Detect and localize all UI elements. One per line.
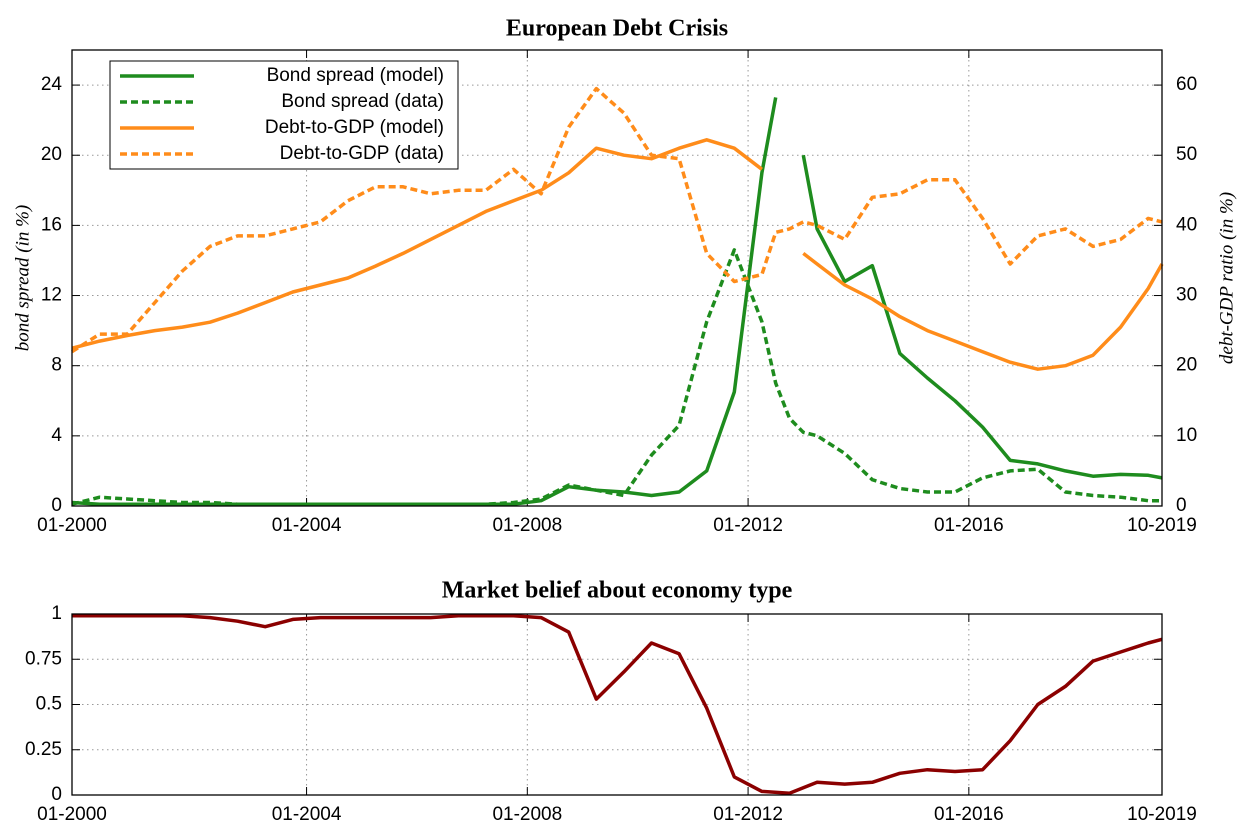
legend-label: Debt-to-GDP (data) [280, 143, 444, 164]
y-tick-label: 24 [41, 74, 63, 95]
y-tick-label: 4 [51, 425, 62, 446]
y2-tick-label: 40 [1176, 214, 1197, 235]
x-tick-label: 01-2000 [37, 515, 107, 536]
y2-tick-label: 60 [1176, 74, 1197, 95]
legend-label: Bond spread (model) [267, 65, 444, 86]
chart: European Debt Crisis 0 4 8 12 16 20 24 0 10 20 30 40… [12, 16, 1237, 537]
y-tick-label: 8 [51, 355, 62, 376]
y2-tick-label: 0 [1176, 495, 1187, 516]
series-line [71, 248, 1162, 506]
legend-box [109, 60, 459, 170]
y2-tick-label: 10 [1176, 425, 1197, 446]
plot-frame [71, 613, 1163, 796]
legend-label: Bond spread (data) [281, 91, 444, 112]
chart-title: European Debt Crisis [506, 16, 728, 42]
y-tick-label: 1 [51, 603, 62, 624]
y2-tick-label: 20 [1176, 355, 1197, 376]
series-line [71, 86, 1163, 354]
series-line [71, 138, 1164, 371]
y-tick-label: 16 [41, 214, 62, 235]
x-tick-label: 01-2012 [713, 804, 783, 825]
y-tick-label: 0.75 [25, 648, 62, 669]
x-tick-label: 10-2019 [1127, 804, 1197, 825]
y2-tick-label: 50 [1176, 144, 1197, 165]
series-line [71, 97, 1163, 506]
y-tick-label: 20 [41, 144, 62, 165]
y-axis-label: bond spread (in %) [12, 205, 33, 352]
x-tick-label: 01-2008 [492, 804, 562, 825]
x-tick-label: 01-2016 [934, 515, 1004, 536]
chart-title: Market belief about economy type [442, 578, 793, 604]
y-tick-label: 0 [51, 784, 62, 805]
y-tick-label: 12 [41, 285, 62, 306]
x-tick-label: 01-2004 [272, 804, 342, 825]
x-tick-label: 01-2008 [492, 515, 562, 536]
x-tick-label: 01-2012 [713, 515, 783, 536]
x-tick-label: 01-2016 [934, 804, 1004, 825]
y2-axis-label: debt-GDP ratio (in %) [1216, 192, 1237, 364]
y-tick-label: 0.25 [25, 739, 62, 760]
x-tick-label: 10-2019 [1127, 515, 1197, 536]
y2-tick-label: 30 [1176, 285, 1197, 306]
legend-label: Debt-to-GDP (model) [265, 117, 444, 138]
chart: Market belief about economy type 0 0.25 0.5… [25, 578, 1197, 826]
plot-frame [71, 49, 1163, 507]
y-tick-label: 0.5 [36, 694, 62, 715]
x-tick-label: 01-2000 [37, 804, 107, 825]
series-line [72, 614, 1163, 795]
y-tick-label: 0 [51, 495, 62, 516]
x-tick-label: 01-2004 [272, 515, 342, 536]
